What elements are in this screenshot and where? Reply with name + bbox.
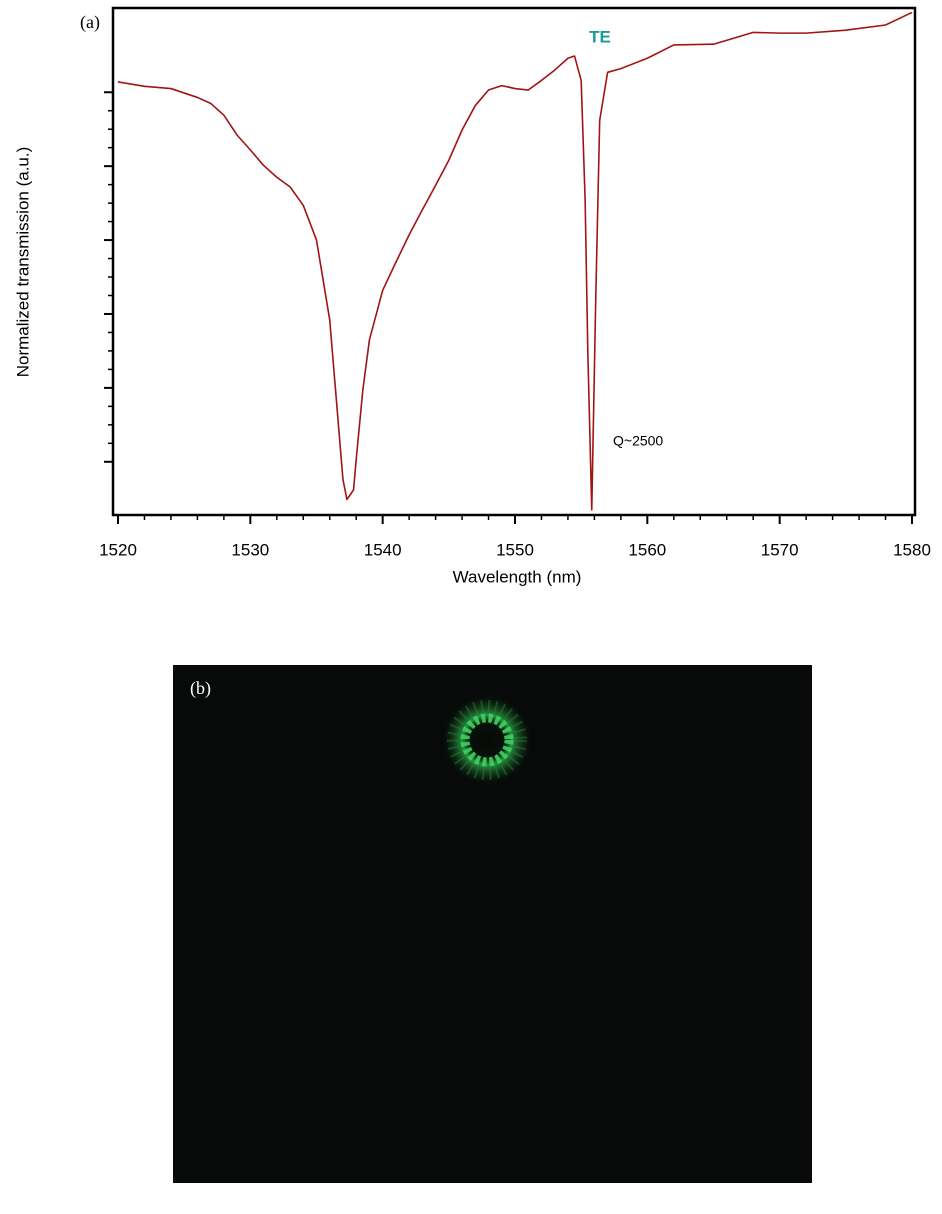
plot-frame: [111, 6, 917, 517]
annotation: TE: [589, 27, 611, 46]
mode-glow: [442, 695, 532, 785]
panel-label: (b): [190, 678, 211, 699]
x-tick-label: 1560: [628, 540, 666, 559]
mode-ring: [460, 713, 514, 767]
mode-rays: [447, 700, 527, 780]
x-tick-label: 1540: [364, 540, 402, 559]
x-tick-label: 1550: [496, 540, 534, 559]
y-axis-label: Normalized transmission (a.u.): [13, 147, 32, 378]
x-tick-label: 1530: [231, 540, 269, 559]
x-axis-label: Wavelength (nm): [453, 567, 582, 586]
x-tick-label: 1570: [761, 540, 799, 559]
data-line: [117, 11, 913, 511]
plot-area: 1520 1530 1540 1550 1560 1570 1580: [99, 11, 931, 559]
annotation: Q~2500: [613, 433, 663, 449]
x-tick-label: 1580: [893, 540, 931, 559]
x-tick-label: 1520: [99, 540, 137, 559]
panel-label: (a): [80, 12, 100, 33]
